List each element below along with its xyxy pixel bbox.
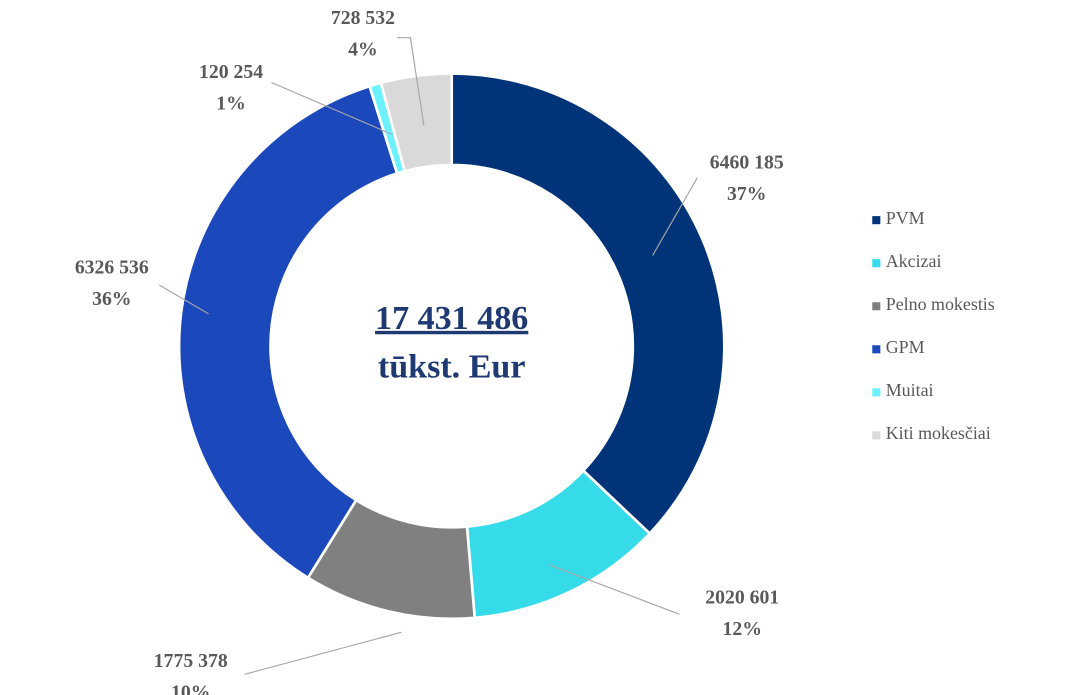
value-label: 6460 185	[710, 152, 784, 174]
legend-label: GPM	[886, 337, 925, 357]
legend-label: Kiti mokesčiai	[886, 423, 991, 443]
legend-swatch	[872, 302, 881, 311]
center-total: 17 431 486	[375, 300, 528, 337]
value-label: 2020 601	[705, 587, 779, 609]
value-label: 120 254	[199, 61, 263, 83]
leader-line	[271, 81, 393, 136]
legend-label: Muitai	[886, 380, 934, 400]
legend-label: Pelno mokestis	[886, 294, 995, 314]
percent-label: 37%	[727, 183, 766, 205]
leader-line	[549, 564, 680, 615]
percent-label: 4%	[348, 39, 378, 61]
percent-label: 1%	[216, 92, 246, 114]
value-label: 1775 378	[154, 650, 228, 672]
percent-label: 36%	[92, 288, 131, 310]
legend-swatch	[872, 216, 881, 225]
leader-line	[652, 177, 698, 256]
value-label: 728 532	[331, 7, 395, 29]
legend-swatch	[872, 431, 881, 440]
leader-line	[159, 284, 209, 315]
value-label: 6326 536	[75, 257, 149, 279]
leader-line	[396, 37, 425, 126]
center-unit: tūkst. Eur	[378, 348, 526, 385]
donut-slice	[450, 72, 726, 536]
donut-slice	[379, 72, 454, 173]
percent-label: 12%	[723, 618, 762, 640]
legend-label: PVM	[886, 208, 925, 228]
legend-swatch	[872, 345, 881, 354]
legend-label: Akcizai	[886, 251, 942, 271]
percent-label: 10%	[171, 682, 210, 695]
donut-slice	[177, 84, 399, 580]
legend-swatch	[872, 388, 881, 397]
leader-line	[244, 631, 402, 675]
legend-swatch	[872, 259, 881, 268]
